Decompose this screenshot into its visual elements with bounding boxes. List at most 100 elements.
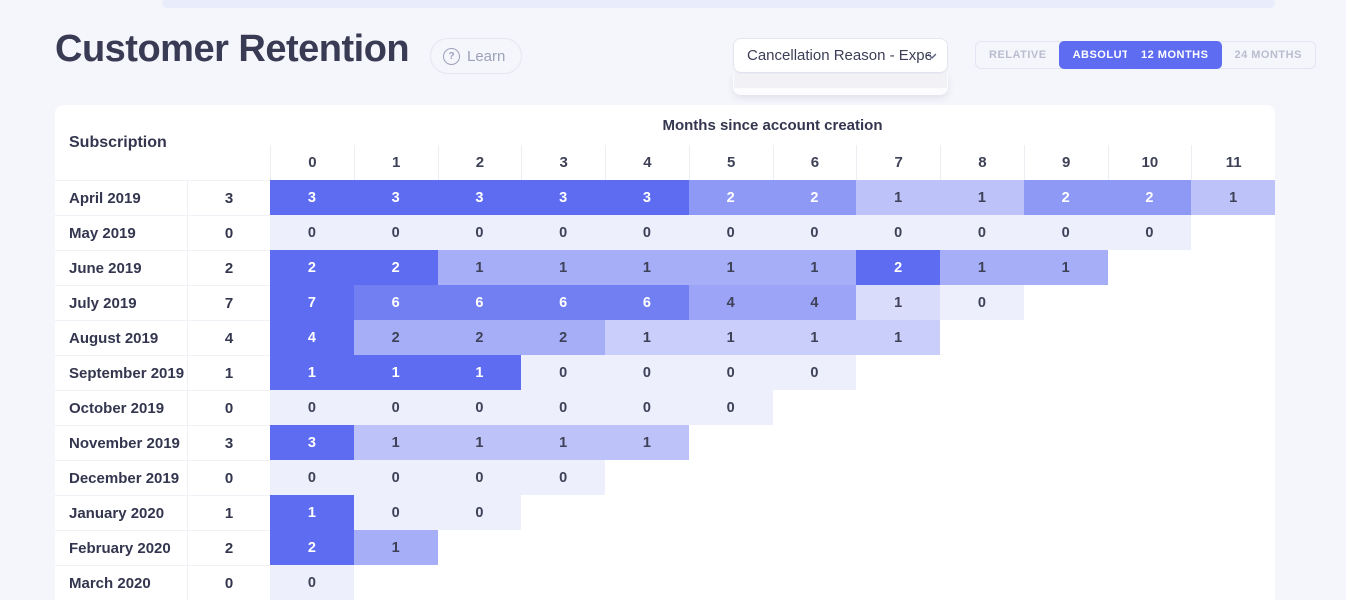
retention-cell[interactable]: 0 (1023, 215, 1108, 250)
retention-cell[interactable]: 1 (437, 355, 522, 390)
retention-cell[interactable]: 0 (1107, 215, 1192, 250)
retention-cell[interactable]: 0 (688, 390, 773, 425)
toggle-option-relative[interactable]: RELATIVE (989, 49, 1047, 61)
retention-cell[interactable]: 1 (270, 355, 354, 390)
retention-cell[interactable]: 0 (940, 285, 1024, 320)
retention-cell[interactable]: 1 (437, 250, 522, 285)
cohort-size: 0 (188, 215, 270, 250)
retention-cell[interactable]: 2 (353, 320, 438, 355)
retention-cell[interactable]: 2 (353, 250, 438, 285)
retention-cell[interactable]: 0 (270, 460, 354, 495)
retention-cell[interactable]: 2 (688, 180, 773, 215)
retention-cell[interactable]: 3 (521, 180, 605, 215)
retention-cell[interactable]: 1 (605, 425, 689, 460)
retention-table: Subscription Months since account creati… (55, 105, 1275, 600)
retention-cell[interactable]: 0 (353, 215, 438, 250)
retention-cell[interactable]: 2 (1023, 180, 1108, 215)
chevron-down-icon (927, 53, 937, 59)
retention-cell[interactable]: 1 (1191, 180, 1275, 215)
retention-cell[interactable]: 1 (521, 425, 605, 460)
retention-cell[interactable]: 6 (353, 285, 438, 320)
table-row: March 2020 0 0 (55, 565, 1275, 600)
cohort-size: 0 (188, 390, 270, 425)
retention-cell[interactable]: 1 (772, 320, 857, 355)
retention-cell[interactable]: 3 (605, 180, 689, 215)
retention-cell[interactable]: 0 (353, 460, 438, 495)
retention-cell[interactable]: 3 (353, 180, 438, 215)
retention-cell[interactable]: 1 (605, 250, 689, 285)
retention-cell[interactable]: 1 (856, 320, 940, 355)
retention-cell[interactable]: 0 (856, 215, 940, 250)
retention-cell[interactable]: 0 (437, 215, 522, 250)
table-row: February 2020 2 2 1 (55, 530, 1275, 565)
retention-cell[interactable]: 1 (437, 425, 522, 460)
retention-cell[interactable]: 4 (270, 320, 354, 355)
retention-cell[interactable]: 3 (270, 425, 354, 460)
retention-cell[interactable]: 0 (270, 565, 354, 600)
retention-cell[interactable]: 2 (270, 530, 354, 565)
retention-cell[interactable]: 3 (437, 180, 522, 215)
retention-cell[interactable]: 1 (521, 250, 605, 285)
retention-cell[interactable]: 0 (521, 355, 605, 390)
retention-cell[interactable]: 2 (856, 250, 940, 285)
retention-cell[interactable]: 0 (521, 390, 605, 425)
retention-cell[interactable]: 1 (856, 180, 940, 215)
retention-cell[interactable]: 0 (521, 460, 605, 495)
retention-cell[interactable]: 0 (353, 495, 438, 530)
retention-cell[interactable]: 0 (437, 460, 522, 495)
retention-cell[interactable]: 1 (688, 250, 773, 285)
retention-cell[interactable]: 0 (270, 390, 354, 425)
dropdown-option-partial[interactable] (734, 74, 947, 88)
retention-cell[interactable]: 4 (772, 285, 857, 320)
retention-cell[interactable]: 0 (605, 215, 689, 250)
column-header-10: 10 (1107, 145, 1192, 180)
retention-cell[interactable]: 0 (353, 390, 438, 425)
retention-cell[interactable]: 0 (605, 355, 689, 390)
retention-cell[interactable]: 1 (270, 495, 354, 530)
retention-cell[interactable]: 2 (772, 180, 857, 215)
retention-cell[interactable]: 6 (521, 285, 605, 320)
retention-cell[interactable]: 0 (688, 215, 773, 250)
retention-cell[interactable]: 7 (270, 285, 354, 320)
retention-cell[interactable]: 1 (353, 425, 438, 460)
table-row: January 2020 1 1 0 0 (55, 495, 1275, 530)
column-header-8: 8 (940, 145, 1024, 180)
retention-cell[interactable]: 2 (270, 250, 354, 285)
retention-cell[interactable]: 0 (688, 355, 773, 390)
retention-cell[interactable]: 0 (772, 215, 857, 250)
retention-cell[interactable]: 1 (688, 320, 773, 355)
retention-cell[interactable]: 4 (688, 285, 773, 320)
retention-cell[interactable]: 0 (605, 390, 689, 425)
retention-cell[interactable]: 0 (437, 495, 522, 530)
retention-cell[interactable]: 2 (521, 320, 605, 355)
retention-cell[interactable]: 0 (521, 215, 605, 250)
table-row: September 2019 1 1 1 1 0 0 0 0 (55, 355, 1275, 390)
learn-button[interactable]: ? Learn (430, 38, 523, 74)
metric-dropdown-open-panel[interactable] (733, 74, 948, 95)
metric-dropdown[interactable]: Cancellation Reason - Expectat (733, 38, 948, 73)
retention-cell[interactable]: 1 (940, 250, 1024, 285)
retention-cell[interactable]: 0 (270, 215, 354, 250)
toggle-option-24-months[interactable]: 24 MONTHS (1234, 49, 1302, 61)
retention-cell[interactable]: 0 (437, 390, 522, 425)
retention-cell[interactable]: 1 (772, 250, 857, 285)
retention-cell[interactable]: 1 (856, 285, 940, 320)
retention-cell[interactable]: 3 (270, 180, 354, 215)
retention-cell[interactable]: 6 (437, 285, 522, 320)
retention-cell[interactable]: 6 (605, 285, 689, 320)
cohort-size: 1 (188, 355, 270, 390)
retention-cell[interactable]: 1 (353, 530, 438, 565)
retention-cell[interactable]: 2 (437, 320, 522, 355)
retention-cell[interactable]: 0 (772, 355, 857, 390)
toggle-option-12-months[interactable]: 12 MONTHS (1127, 41, 1223, 69)
retention-cell[interactable]: 1 (353, 355, 438, 390)
table-header: Subscription Months since account creati… (55, 105, 1275, 180)
retention-cell[interactable]: 1 (940, 180, 1024, 215)
cohort-size: 3 (188, 180, 270, 215)
retention-cell[interactable]: 2 (1107, 180, 1192, 215)
table-row: April 2019 3 3 3 3 3 3 2 2 1 1 2 2 1 (55, 180, 1275, 215)
retention-cell[interactable]: 1 (605, 320, 689, 355)
retention-cell[interactable]: 0 (940, 215, 1024, 250)
retention-cell[interactable]: 1 (1023, 250, 1108, 285)
